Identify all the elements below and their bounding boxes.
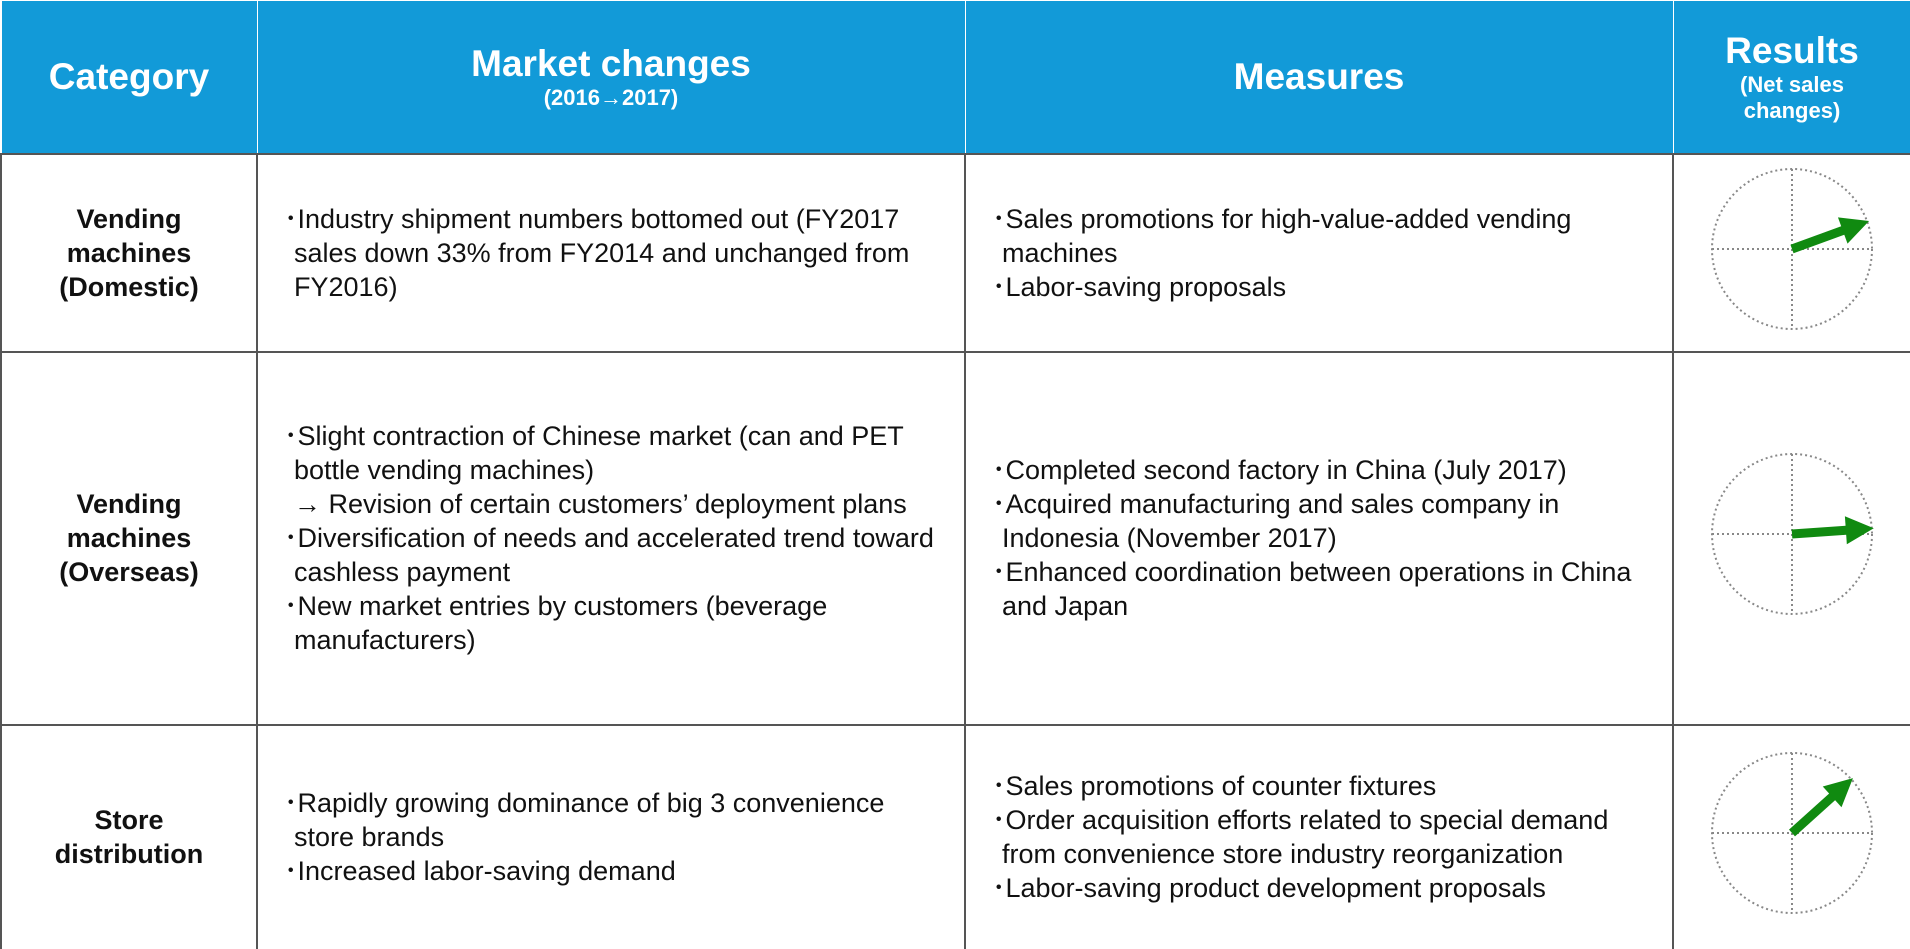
- row: Vending machines (Domestic) ･Industry shi…: [0, 152, 1910, 353]
- list-item: ･Acquired manufacturing and sales compan…: [992, 489, 1560, 553]
- market-changes-cell: ･Slight contraction of Chinese market (c…: [256, 350, 966, 726]
- list-item: ･Labor-saving product development propos…: [992, 873, 1546, 903]
- market-changes-cell: ･Industry shipment numbers bottomed out …: [256, 152, 966, 353]
- results-cell: [1672, 350, 1910, 726]
- measures-cell: ･Sales promotions of counter fixtures ･Or…: [964, 723, 1674, 949]
- results-cell: [1672, 723, 1910, 949]
- header-row: Category Market changes (2016→2017) Measu…: [0, 0, 1910, 155]
- trend-arrow: [1790, 216, 1870, 253]
- list-item: ･Completed second factory in China (July…: [992, 455, 1567, 485]
- category-cell: Vending machines (Overseas): [0, 350, 258, 726]
- category-cell: Vending machines (Domestic): [0, 152, 258, 353]
- measures-cell: ･Completed second factory in China (July…: [964, 350, 1674, 726]
- category-cell: Store distribution: [0, 723, 258, 949]
- list-item: ･Sales promotions of counter fixtures: [992, 771, 1437, 801]
- list-item: ･Labor-saving proposals: [992, 271, 1287, 302]
- header-results: Results: [1725, 29, 1859, 71]
- list-item: ･Sales promotions for high-value-added v…: [992, 203, 1572, 268]
- header-cell: Market changes (2016→2017): [256, 0, 966, 155]
- market-changes-cell: ･Rapidly growing dominance of big 3 conv…: [256, 723, 966, 949]
- trend-icon: [1711, 752, 1873, 914]
- measures-cell: ･Sales promotions for high-value-added v…: [964, 152, 1674, 353]
- header-cell: Results (Net sales changes): [1672, 0, 1910, 155]
- results-cell: [1672, 152, 1910, 353]
- header-results-sub: (Net sales changes): [1740, 71, 1844, 123]
- row: Vending machines (Overseas) ･Slight contr…: [0, 350, 1910, 726]
- list-item: ･New market entries by customers (bevera…: [284, 591, 828, 655]
- list-item: ･Rapidly growing dominance of big 3 conv…: [284, 788, 885, 852]
- row: Store distribution ･Rapidly growing domin…: [0, 723, 1910, 949]
- header-measures: Measures: [1233, 55, 1405, 97]
- list-item: ･Order acquisition efforts related to sp…: [992, 805, 1609, 869]
- trend-arrow: [1788, 778, 1853, 837]
- header-market: Market changes: [471, 42, 751, 84]
- header-cell: Measures: [964, 0, 1674, 155]
- list-item: → Revision of certain customers’ deploym…: [294, 489, 907, 519]
- list-item: ･Enhanced coordination between operation…: [992, 557, 1632, 621]
- list-item: ･Increased labor-saving demand: [284, 856, 676, 886]
- header-period: (2016→2017): [543, 84, 679, 110]
- header-cell: Category: [0, 0, 258, 155]
- list-item: ･Slight contraction of Chinese market (c…: [284, 421, 904, 485]
- trend-arrow: [1791, 516, 1874, 545]
- trend-icon: [1711, 453, 1874, 615]
- trend-icon: [1711, 167, 1873, 330]
- header-category: Category: [48, 55, 210, 97]
- table-body: Vending machines (Domestic) ･Industry shi…: [0, 152, 1910, 949]
- list-item: ･Diversification of needs and accelerate…: [284, 523, 934, 587]
- list-item: ･Industry shipment numbers bottomed out …: [284, 203, 910, 302]
